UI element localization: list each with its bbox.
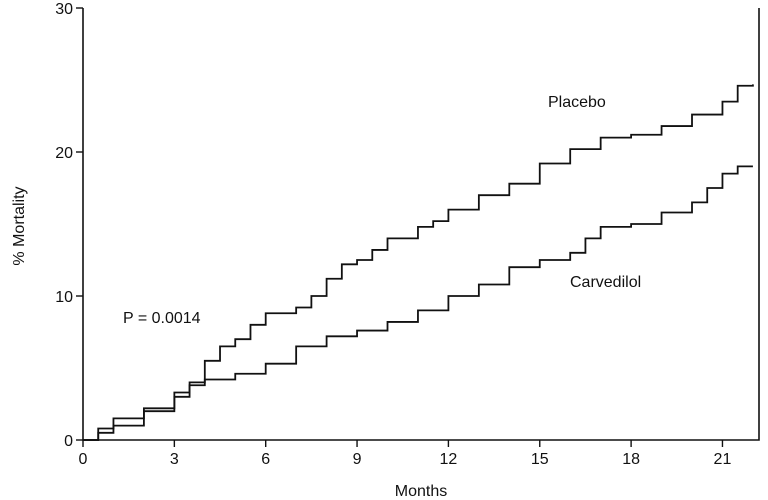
series-label-placebo: Placebo [548,94,606,111]
x-axis-ticks: 0 3 6 9 12 15 18 21 [79,440,732,468]
y-axis-ticks: 0 10 20 30 [55,1,83,450]
y-tick-label: 0 [64,433,73,450]
y-tick-label: 30 [55,1,73,18]
survival-curves [83,84,754,441]
x-tick-label: 0 [79,451,88,468]
x-axis-label: Months [395,483,447,500]
y-tick-label: 20 [55,145,73,162]
x-tick-label: 21 [714,451,732,468]
series-label-carvedilol: Carvedilol [570,274,641,291]
x-tick-label: 9 [353,451,362,468]
y-axis-label: % Mortality [11,186,28,265]
p-value-annotation: P = 0.0014 [123,310,201,327]
series-line-placebo [83,84,754,441]
axes [82,8,760,441]
axis-frame [82,8,760,441]
series-line-carvedilol [83,165,753,441]
x-tick-label: 3 [170,451,179,468]
x-tick-label: 6 [261,451,270,468]
x-tick-label: 12 [440,451,458,468]
y-tick-label: 10 [55,289,73,306]
x-tick-label: 18 [622,451,640,468]
x-tick-label: 15 [531,451,549,468]
